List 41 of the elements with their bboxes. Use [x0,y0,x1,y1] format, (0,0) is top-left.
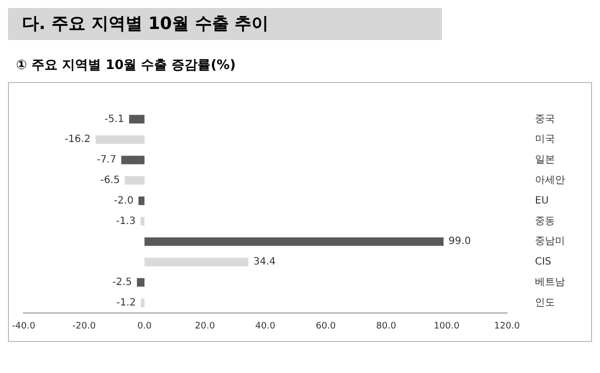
y-tick-label: 중남미 [535,236,565,248]
data-label: 99.0 [448,236,471,248]
data-label: 34.4 [253,256,276,268]
bar [136,278,144,287]
y-tick-label: 아세안 [535,174,565,186]
bar [121,156,144,164]
y-tick-label: 미국 [535,134,555,146]
x-tick-label: 20.0 [194,322,216,332]
data-label: -16.2 [64,134,91,146]
y-tick-label: 중국 [535,114,555,125]
y-tick-label: 일본 [535,154,555,166]
data-label: -6.5 [100,174,120,186]
x-tick-label: 0.0 [137,322,152,332]
y-tick-label: EU [535,195,549,206]
x-tick-label: 40.0 [255,322,276,332]
data-label: -7.7 [96,154,116,166]
x-tick-label: -40.0 [12,322,36,332]
x-tick-label: 100.0 [434,322,460,332]
x-tick-label: -20.0 [72,322,96,332]
chart-subtitle: ① 주요 지역별 10월 수출 증감률(%) [15,57,237,74]
bar [129,114,144,124]
bar [144,237,444,246]
bar [96,135,144,144]
chart-title: 다. 주요 지역별 10월 수출 추이 [8,8,442,40]
y-tick-label: CIS [535,256,552,268]
data-label: -5.1 [104,114,124,125]
data-label: -1.2 [116,297,136,308]
data-label: -2.5 [112,276,132,288]
x-tick-label: 60.0 [316,322,336,332]
x-tick-label: 80.0 [376,322,396,332]
y-tick-label: 베트남 [535,276,565,288]
bar [138,196,144,206]
y-tick-label: 중동 [535,216,555,227]
y-tick-label: 인도 [535,297,555,308]
bar [140,216,144,226]
data-label: -2.0 [114,195,134,206]
bar [140,298,144,308]
bar [124,176,144,185]
x-tick-label: 120.0 [494,322,520,332]
data-label: -1.3 [116,216,136,227]
bar [144,258,248,266]
